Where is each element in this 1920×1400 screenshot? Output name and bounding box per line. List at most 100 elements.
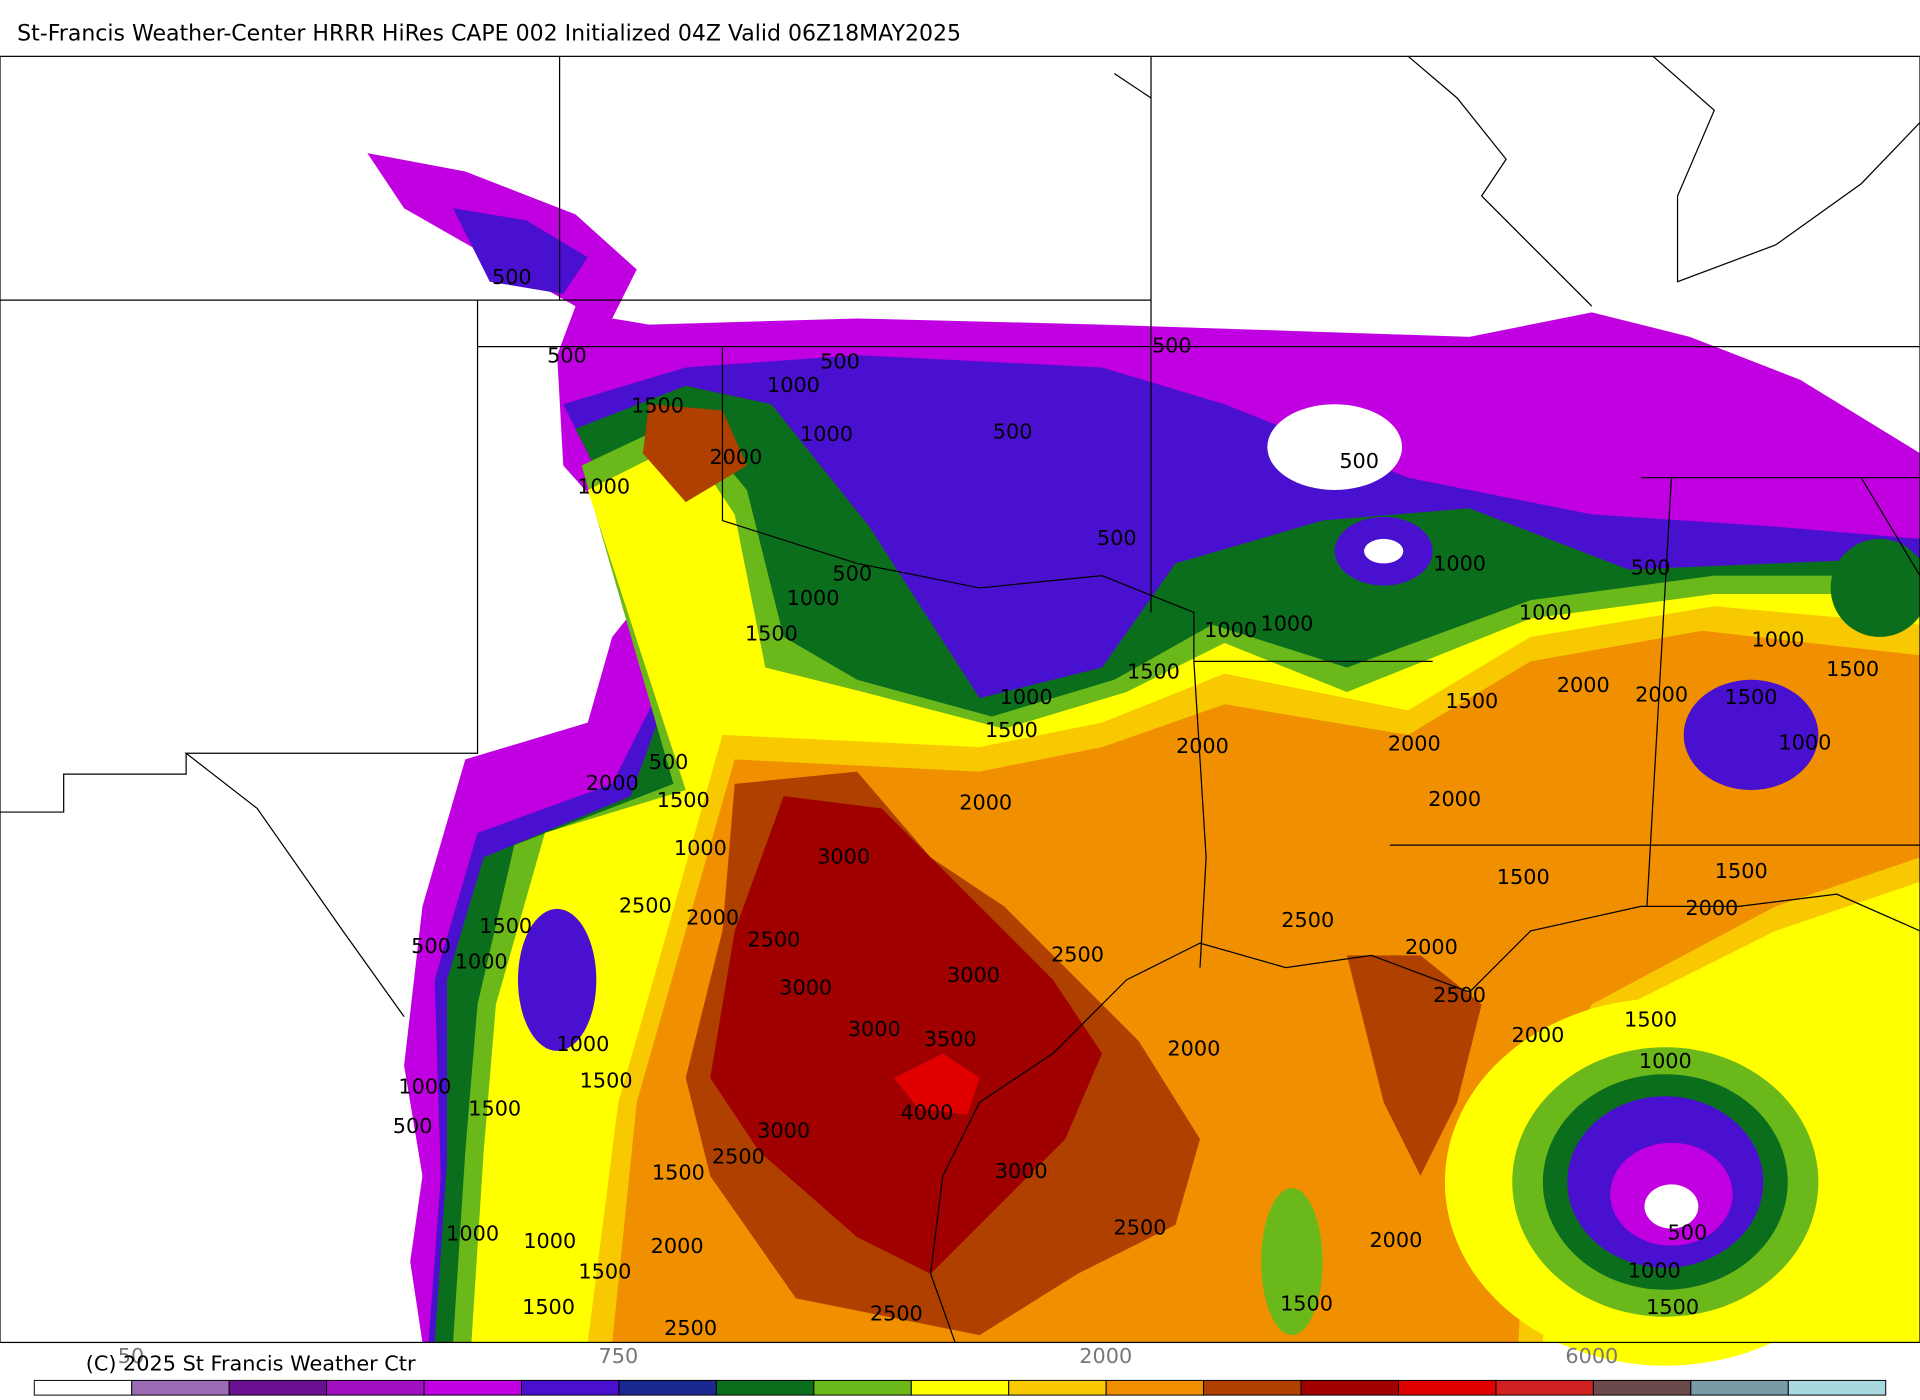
cape-field — [1346, 955, 1482, 1176]
colorbar-swatch — [228, 1379, 328, 1396]
contour-label: 1000 — [556, 1032, 609, 1056]
colorbar-swatch — [1787, 1379, 1887, 1396]
contour-label: 1000 — [1778, 730, 1831, 754]
contour-label: 2000 — [1557, 673, 1610, 697]
colorbar-label: 750 — [599, 1344, 639, 1368]
contour-label: 2500 — [1114, 1216, 1167, 1240]
contour-label: 1500 — [657, 788, 710, 812]
contour-label: 2000 — [1428, 787, 1481, 811]
contour-label: 1500 — [1497, 865, 1550, 889]
cape-field — [453, 208, 588, 294]
contour-label: 4000 — [900, 1100, 953, 1124]
contour-label: 2500 — [664, 1316, 717, 1340]
contour-label: 1500 — [1624, 1007, 1677, 1031]
contour-label: 2000 — [1405, 935, 1458, 959]
contour-label: 1500 — [578, 1260, 631, 1284]
colorbar-swatch — [131, 1379, 230, 1396]
contour-label: 3500 — [924, 1027, 977, 1051]
borders — [0, 55, 1920, 1343]
colorbar-swatch — [1690, 1379, 1789, 1396]
contour-label: 500 — [1339, 449, 1379, 473]
cape-field — [893, 1053, 980, 1115]
colorbar-swatch — [423, 1379, 522, 1396]
colorbar-label: 6000 — [1565, 1344, 1618, 1368]
contour-label: 1000 — [1000, 685, 1053, 709]
title: St-Francis Weather-Center HRRR HiRes CAP… — [17, 21, 961, 46]
contour-label: 1500 — [479, 914, 532, 938]
contour-label: 2000 — [1176, 734, 1229, 758]
contour-label: 1000 — [523, 1229, 576, 1253]
contour-label: 2000 — [959, 790, 1012, 814]
contour-label: 2000 — [586, 771, 639, 795]
contour-label: 1500 — [1445, 689, 1498, 713]
contour-label: 500 — [393, 1114, 433, 1138]
cape-field — [1261, 1188, 1323, 1336]
contour-label: 3000 — [757, 1119, 810, 1143]
contour-label: 1500 — [1715, 859, 1768, 883]
colorbar-swatch — [1300, 1379, 1399, 1396]
colorbar-swatch — [1203, 1379, 1302, 1396]
contour-label: 1000 — [1433, 552, 1486, 576]
contour-label: 1000 — [787, 586, 840, 610]
contour-label: 1000 — [455, 950, 508, 974]
contour-label: 500 — [1631, 555, 1671, 579]
contour-label: 500 — [820, 350, 860, 374]
contour-label: 2000 — [1388, 732, 1441, 756]
contour-label: 1000 — [446, 1222, 499, 1246]
contour-label: 1500 — [631, 394, 684, 418]
contour-label: 1500 — [652, 1160, 705, 1184]
copyright: (C) 2025 St Francis Weather Ctr — [86, 1352, 416, 1376]
contour-label: 2500 — [1433, 983, 1486, 1007]
map-frame — [0, 55, 1920, 1344]
contour-label: 2500 — [1051, 942, 1104, 966]
contour-label: 3000 — [848, 1017, 901, 1041]
colorbar-label: 2000 — [1079, 1344, 1132, 1368]
contour-label: 2000 — [651, 1234, 704, 1258]
cape-field — [517, 908, 597, 1051]
contour-label: 2000 — [1511, 1023, 1564, 1047]
contour-label: 3000 — [947, 963, 1000, 987]
colorbar-swatch — [1398, 1379, 1497, 1396]
contour-label: 1000 — [1751, 628, 1804, 652]
contour-label: 1000 — [1519, 601, 1572, 625]
contour-label: 1500 — [468, 1097, 521, 1121]
colorbar: 50 750 2000 6000 — [33, 1344, 1887, 1396]
contour-label: 1500 — [985, 718, 1038, 742]
colorbar-swatch — [910, 1379, 1010, 1396]
cape-field — [1267, 404, 1403, 490]
cape-field — [710, 796, 1103, 1274]
contour-label: 2000 — [1685, 896, 1738, 920]
contour-label: 3000 — [817, 844, 870, 868]
contour-label: 2500 — [712, 1144, 765, 1168]
contour-label: 2500 — [747, 928, 800, 952]
contour-label: 3000 — [779, 975, 832, 999]
contour-label: 500 — [1152, 334, 1192, 358]
contour-label: 2000 — [1167, 1037, 1220, 1061]
colorbar-swatch — [1495, 1379, 1594, 1396]
contour-label: 500 — [993, 419, 1033, 443]
contour-label: 1500 — [745, 621, 798, 645]
contour-label: 1000 — [1204, 618, 1257, 642]
colorbar-swatch — [326, 1379, 425, 1396]
cape-field — [1830, 538, 1920, 637]
contour-label: 500 — [832, 561, 872, 585]
contour-label: 2000 — [1369, 1228, 1422, 1252]
colorbar-swatch — [715, 1379, 815, 1396]
contour-label: 1500 — [1725, 685, 1778, 709]
contour-label: 2000 — [1635, 683, 1688, 707]
contour-label: 2500 — [1281, 908, 1334, 932]
contour-label: 500 — [411, 934, 451, 958]
contour-label: 1500 — [1127, 659, 1180, 683]
contour-label: 1000 — [1639, 1049, 1692, 1073]
contour-label: 1500 — [580, 1069, 633, 1093]
contour-label: 1000 — [577, 474, 630, 498]
contour-label: 2500 — [619, 893, 672, 917]
colorbar-swatch — [618, 1379, 717, 1396]
colorbar-swatch — [1592, 1379, 1692, 1396]
contour-label: 500 — [1667, 1220, 1707, 1244]
colorbar-swatch — [33, 1379, 133, 1396]
cape-field — [642, 404, 747, 503]
